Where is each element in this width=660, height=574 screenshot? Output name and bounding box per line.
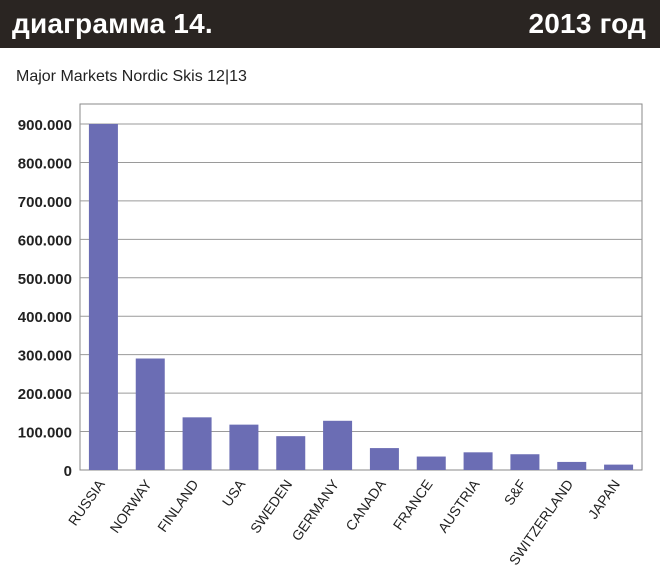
y-tick-label: 500.000	[18, 271, 72, 288]
chart-title: Major Markets Nordic Skis 12|13	[16, 68, 247, 85]
x-tick-label: JAPAN	[585, 477, 623, 522]
y-tick-label: 900.000	[18, 117, 72, 134]
y-tick-label: 0	[64, 463, 72, 480]
x-tick-label: SWEDEN	[247, 477, 295, 537]
x-tick-label: S&F	[501, 477, 530, 508]
bar-germany	[323, 420, 353, 470]
bar-russia	[88, 124, 118, 470]
x-tick-label: AUSTRIA	[435, 476, 483, 535]
x-tick-label: RUSSIA	[65, 476, 108, 528]
x-tick-label: CANADA	[342, 476, 389, 534]
header-bar: диаграмма 14. 2013 год	[0, 0, 660, 48]
diagram-number-title: диаграмма 14.	[12, 8, 213, 39]
y-tick-label: 700.000	[18, 194, 72, 211]
y-tick-label: 600.000	[18, 232, 72, 249]
y-tick-label: 800.000	[18, 155, 72, 172]
bar-norway	[135, 358, 165, 470]
x-tick-label: FINLAND	[154, 477, 201, 535]
bar-france	[416, 456, 446, 470]
plot-frame	[79, 103, 643, 471]
y-tick-label: 200.000	[18, 386, 72, 403]
bar-s-f	[510, 454, 540, 470]
bar-canada	[369, 448, 399, 470]
x-tick-label: USA	[219, 476, 249, 509]
y-tick-label: 400.000	[18, 309, 72, 326]
bar-austria	[463, 452, 493, 470]
x-tick-label: FRANCE	[390, 477, 436, 533]
y-tick-label: 300.000	[18, 348, 72, 365]
bar-switzerland	[557, 461, 587, 470]
bar-sweden	[276, 436, 306, 470]
x-tick-label: NORWAY	[106, 476, 155, 536]
x-tick-label: GERMANY	[288, 476, 342, 544]
bar-japan	[604, 464, 634, 470]
y-tick-label: 100.000	[18, 425, 72, 442]
year-title: 2013 год	[528, 8, 646, 39]
bar-finland	[182, 417, 212, 470]
bar-usa	[229, 424, 259, 470]
